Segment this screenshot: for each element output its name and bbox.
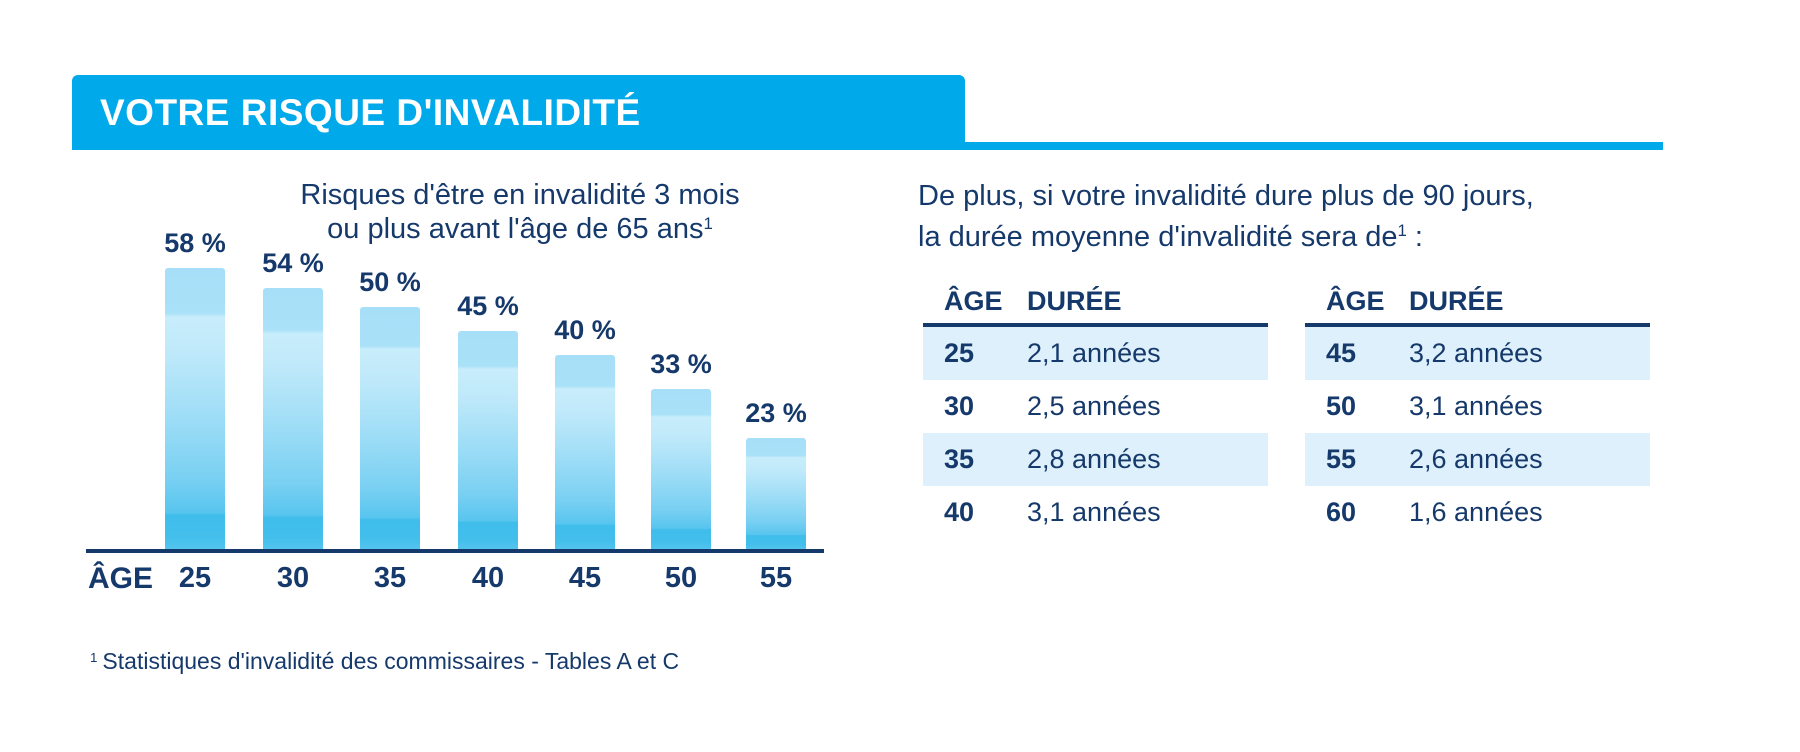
cell-age: 35 (944, 444, 975, 474)
bar-value-label: 58 % (164, 228, 226, 258)
table-header-row: ÂGE DURÉE (1305, 286, 1650, 327)
duration-intro-text: De plus, si votre invalidité dure plus d… (918, 176, 1534, 257)
cell-duration: 3,1 années (1409, 391, 1543, 421)
bar-age-45 (555, 355, 615, 549)
x-axis-line (86, 549, 824, 553)
cell-duration: 2,5 années (1027, 391, 1161, 421)
cell-age: 50 (1326, 391, 1357, 421)
bar-value-label: 50 % (359, 267, 421, 297)
header-underline (965, 142, 1663, 150)
x-tick-45: 45 (568, 562, 602, 594)
cell-duration: 2,8 années (1027, 444, 1161, 474)
footnote: 1 Statistiques d'invalidité des commissai… (90, 648, 679, 675)
cell-duration: 3,2 années (1409, 338, 1543, 368)
bar-value-label: 45 % (457, 291, 519, 321)
table-row: 60 1,6 années (1305, 486, 1650, 539)
cell-age: 55 (1326, 444, 1357, 474)
x-tick-55: 55 (759, 562, 793, 594)
bar-slot-age-55: 23 % (728, 398, 824, 549)
footnote-marker: 1 (90, 649, 98, 665)
bar-slot-age-50: 33 % (633, 349, 729, 549)
bar-age-35 (360, 307, 420, 549)
x-tick-40: 40 (471, 562, 505, 594)
footnote-text: Statistiques d'invalidité des commissair… (102, 648, 680, 674)
header-banner: VOTRE RISQUE D'INVALIDITÉ (72, 75, 965, 150)
table-row: 45 3,2 années (1305, 327, 1650, 380)
bar-slot-age-25: 58 % (147, 228, 243, 549)
x-tick-50: 50 (664, 562, 698, 594)
column-header-duration: DURÉE (1027, 286, 1122, 316)
x-tick-35: 35 (373, 562, 407, 594)
bar-slot-age-45: 40 % (537, 315, 633, 549)
cell-duration: 2,1 années (1027, 338, 1161, 368)
bar-age-25 (165, 268, 225, 549)
x-tick-25: 25 (178, 562, 212, 594)
chart-title-line2: ou plus avant l'âge de 65 ans1 (327, 213, 713, 246)
page-title: VOTRE RISQUE D'INVALIDITÉ (100, 91, 641, 133)
table-header-row: ÂGE DURÉE (923, 286, 1268, 327)
intro-line1: De plus, si votre invalidité dure plus d… (918, 180, 1534, 212)
bar-age-55 (746, 438, 806, 549)
bar-slot-age-30: 54 % (245, 248, 341, 549)
cell-duration: 3,1 années (1027, 497, 1161, 527)
cell-age: 45 (1326, 338, 1357, 368)
table-row: 40 3,1 années (923, 486, 1268, 539)
x-tick-30: 30 (276, 562, 310, 594)
column-header-age: ÂGE (1326, 286, 1385, 316)
column-header-duration: DURÉE (1409, 286, 1504, 316)
cell-age: 25 (944, 338, 975, 368)
bar-value-label: 23 % (745, 398, 807, 428)
bar-value-label: 33 % (650, 349, 712, 379)
cell-age: 40 (944, 497, 975, 527)
cell-duration: 1,6 années (1409, 497, 1543, 527)
bar-age-50 (651, 389, 711, 549)
column-header-age: ÂGE (944, 286, 1003, 316)
intro-line2: la durée moyenne d'invalidité sera de1 : (918, 220, 1423, 253)
duration-table-2: ÂGE DURÉE 45 3,2 années 50 3,1 années 55… (1305, 286, 1650, 539)
duration-table-1: ÂGE DURÉE 25 2,1 années 30 2,5 années 35… (923, 286, 1268, 539)
table-row: 30 2,5 années (923, 380, 1268, 433)
footnote-marker: 1 (1397, 221, 1407, 241)
chart-title: Risques d'être en invalidité 3 mois ou p… (240, 178, 800, 246)
x-axis-label: ÂGE (88, 562, 154, 595)
cell-duration: 2,6 années (1409, 444, 1543, 474)
bar-slot-age-40: 45 % (440, 291, 536, 549)
bar-slot-age-35: 50 % (342, 267, 438, 549)
footnote-marker: 1 (703, 213, 713, 233)
bar-age-30 (263, 288, 323, 549)
table-row: 35 2,8 années (923, 433, 1268, 486)
table-row: 50 3,1 années (1305, 380, 1650, 433)
bar-value-label: 40 % (554, 315, 616, 345)
bar-value-label: 54 % (262, 248, 324, 278)
cell-age: 30 (944, 391, 975, 421)
table-row: 55 2,6 années (1305, 433, 1650, 486)
chart-title-line1: Risques d'être en invalidité 3 mois (300, 179, 740, 211)
table-row: 25 2,1 années (923, 327, 1268, 380)
cell-age: 60 (1326, 497, 1357, 527)
bar-age-40 (458, 331, 518, 549)
